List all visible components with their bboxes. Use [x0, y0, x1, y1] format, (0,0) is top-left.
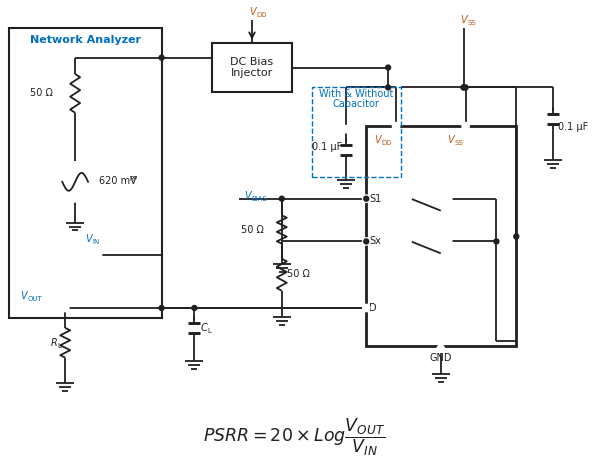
Circle shape — [446, 238, 452, 244]
Circle shape — [463, 85, 468, 90]
Circle shape — [461, 85, 466, 90]
Text: 50 Ω: 50 Ω — [287, 269, 309, 279]
Circle shape — [514, 234, 519, 239]
Text: C: C — [201, 323, 207, 333]
Text: GND: GND — [430, 353, 452, 363]
Text: DD: DD — [256, 12, 267, 18]
Circle shape — [446, 196, 452, 202]
Text: SS: SS — [468, 20, 477, 26]
Circle shape — [159, 306, 164, 311]
Circle shape — [437, 345, 444, 352]
Text: $PSRR = 20 \times Log\dfrac{V_{OUT}}{V_{IN}}$: $PSRR = 20 \times Log\dfrac{V_{OUT}}{V_{… — [202, 416, 385, 458]
Text: V: V — [249, 7, 256, 17]
Text: V: V — [447, 135, 455, 145]
Text: 50 Ω: 50 Ω — [241, 225, 264, 234]
Circle shape — [461, 85, 466, 90]
Circle shape — [364, 239, 369, 244]
Circle shape — [462, 123, 469, 130]
Circle shape — [62, 305, 68, 312]
Bar — [8, 28, 162, 318]
Text: PP: PP — [130, 176, 138, 182]
Circle shape — [494, 239, 499, 244]
Text: 0.1 µF: 0.1 µF — [558, 122, 588, 132]
Circle shape — [55, 162, 95, 202]
Circle shape — [279, 196, 284, 201]
Circle shape — [386, 85, 390, 90]
Text: V: V — [85, 234, 92, 244]
Text: DD: DD — [381, 140, 392, 146]
Text: L: L — [57, 343, 61, 349]
Circle shape — [364, 196, 369, 201]
Circle shape — [363, 238, 369, 245]
Bar — [367, 126, 516, 346]
Text: V: V — [20, 291, 27, 301]
Bar — [212, 43, 292, 93]
Text: Network Analyzer: Network Analyzer — [30, 35, 140, 45]
Text: DC Bias
Injector: DC Bias Injector — [230, 57, 274, 78]
Text: SS: SS — [455, 140, 464, 146]
Text: Capacitor: Capacitor — [333, 100, 380, 109]
Circle shape — [192, 306, 197, 311]
Text: With & Without: With & Without — [319, 89, 393, 100]
Text: L: L — [207, 328, 211, 334]
Circle shape — [405, 196, 411, 202]
Text: Sx: Sx — [369, 237, 381, 246]
Text: V: V — [461, 15, 467, 25]
Text: IN: IN — [92, 239, 99, 245]
Circle shape — [405, 238, 411, 244]
Bar — [312, 88, 401, 177]
Circle shape — [343, 125, 350, 132]
Text: 620 mV: 620 mV — [99, 176, 137, 186]
Text: 0.1 µF: 0.1 µF — [312, 142, 342, 152]
Circle shape — [95, 252, 102, 259]
Text: 50 Ω: 50 Ω — [30, 88, 54, 99]
Text: S1: S1 — [369, 194, 381, 204]
Text: OUT: OUT — [27, 296, 42, 302]
Text: V: V — [374, 135, 381, 145]
Text: V: V — [244, 191, 250, 201]
Circle shape — [159, 55, 164, 60]
Text: R: R — [51, 338, 57, 348]
Circle shape — [393, 123, 399, 130]
Text: BIAS: BIAS — [251, 196, 267, 202]
Circle shape — [386, 65, 390, 70]
Circle shape — [363, 305, 369, 312]
Text: D: D — [369, 303, 377, 313]
Circle shape — [363, 195, 369, 202]
